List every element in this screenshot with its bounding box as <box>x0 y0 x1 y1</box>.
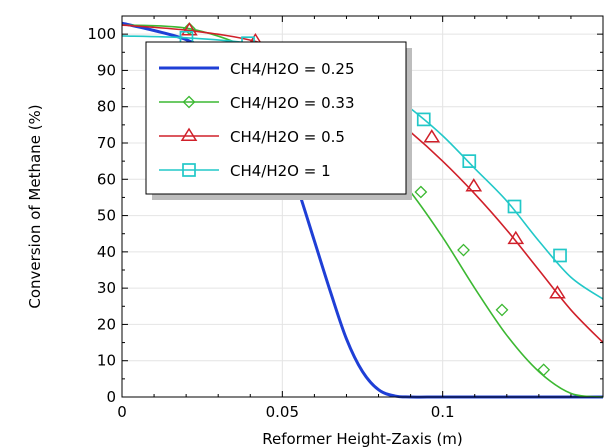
y-tick-label: 80 <box>97 98 116 116</box>
data-marker-ratio-0-33 <box>495 303 509 317</box>
ticks: 0 10 20 30 40 50 60 70 80 90 100 0 0.05 0.1 <box>87 16 603 421</box>
legend-label: CH4/H2O = 1 <box>230 162 331 180</box>
data-marker-ratio-0-5 <box>465 178 483 192</box>
legend-item-ratio-1: CH4/H2O = 1 <box>159 162 331 180</box>
y-tick-label: 60 <box>97 170 116 188</box>
legend-marker <box>180 127 198 141</box>
y-tick-label: 90 <box>97 61 116 79</box>
legend-marker <box>182 163 196 177</box>
data-marker-ratio-0-33 <box>537 363 551 377</box>
y-tick-label: 50 <box>97 207 116 225</box>
data-marker-ratio-0-5 <box>507 230 525 245</box>
y-tick-label: 30 <box>97 279 116 297</box>
y-tick-label: 0 <box>106 388 116 406</box>
x-tick-label: 0 <box>117 403 127 421</box>
y-tick-label: 100 <box>87 25 116 43</box>
legend-marker <box>182 95 196 109</box>
data-marker-ratio-0-33 <box>457 243 470 257</box>
x-tick-label: 0.05 <box>266 403 299 421</box>
data-marker-ratio-1 <box>553 248 567 263</box>
data-marker-ratio-0-5 <box>549 285 566 299</box>
data-marker-ratio-1 <box>416 112 431 127</box>
y-tick-label: 10 <box>97 352 116 370</box>
legend: CH4/H2O = 0.25 CH4/H2O = 0.33 CH4/H2O = 0.… <box>145 41 412 200</box>
legend-item-ratio-0-25: CH4/H2O = 0.25 <box>159 60 354 78</box>
x-axis-label: Reformer Height-Zaxis (m) <box>262 430 463 448</box>
plot-frame <box>121 15 604 398</box>
legend-label: CH4/H2O = 0.25 <box>230 60 354 78</box>
data-marker-ratio-0-33 <box>414 185 428 199</box>
data-marker-ratio-1 <box>507 199 522 214</box>
legend-label: CH4/H2O = 0.5 <box>230 128 345 146</box>
legend-item-ratio-0-5: CH4/H2O = 0.5 <box>159 127 345 146</box>
data-marker-ratio-1 <box>462 154 477 168</box>
legend-item-ratio-0-33: CH4/H2O = 0.33 <box>159 94 354 112</box>
x-tick-label: 0.1 <box>431 403 455 421</box>
legend-label: CH4/H2O = 0.33 <box>230 94 354 112</box>
y-tick-label: 70 <box>97 134 116 152</box>
data-marker-ratio-0-5 <box>180 22 198 36</box>
data-marker-ratio-0-5 <box>423 129 441 143</box>
y-tick-label: 20 <box>97 315 116 333</box>
y-tick-label: 40 <box>97 243 116 261</box>
y-axis-label: Conversion of Methane (%) <box>26 104 44 308</box>
